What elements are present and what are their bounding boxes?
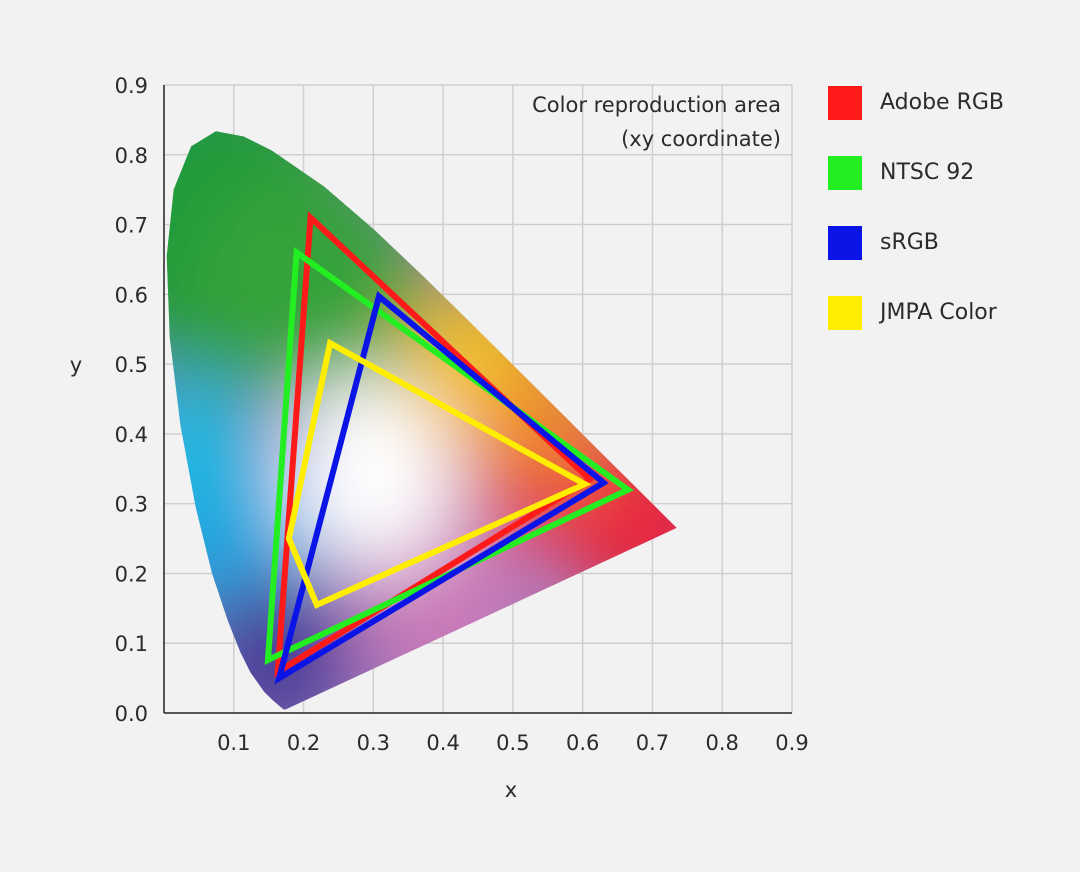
gamut-colors	[166, 131, 677, 710]
y-tick-label: 0.3	[115, 493, 148, 517]
x-tick-label: 0.1	[217, 731, 250, 755]
legend-item-jmpa-color: JMPA Color	[828, 295, 1004, 330]
y-tick-label: 0.6	[115, 283, 148, 307]
spectral-locus-gamut	[166, 131, 677, 710]
y-tick-label: 0.5	[115, 353, 148, 377]
y-axis-label: y	[70, 353, 82, 377]
x-tick-label: 0.6	[566, 731, 599, 755]
y-tick-label: 0.2	[115, 562, 148, 586]
x-tick-label: 0.4	[426, 731, 459, 755]
legend-swatch	[828, 295, 862, 330]
legend-item-adobe-rgb: Adobe RGB	[828, 85, 1004, 120]
legend-label: JMPA Color	[880, 300, 997, 325]
legend: Adobe RGB NTSC 92 sRGB JMPA Color	[828, 85, 1004, 365]
legend-item-srgb: sRGB	[828, 225, 1004, 260]
gamut-color-blob	[299, 373, 420, 494]
x-tick-label: 0.9	[775, 731, 808, 755]
gamut-triangle-srgb	[274, 291, 609, 685]
legend-swatch	[828, 85, 862, 120]
y-tick-label: 0.7	[115, 214, 148, 238]
y-tick-label: 0.1	[115, 632, 148, 656]
series-layer	[264, 211, 634, 685]
legend-label: NTSC 92	[880, 160, 975, 185]
gamut-triangle-jmpa-color	[285, 338, 592, 609]
y-tick-label: 0.8	[115, 144, 148, 168]
tick-labels: 0.1 0.2 0.3 0.4 0.5 0.6 0.7 0.8 0.9 0.0 0.1 0.2 0.3 0…	[115, 74, 809, 755]
annotation-line-1: Color reproduction area	[532, 93, 781, 117]
legend-label: sRGB	[880, 230, 939, 255]
legend-swatch	[828, 155, 862, 190]
y-tick-label: 0.9	[115, 74, 148, 98]
x-tick-label: 0.8	[706, 731, 739, 755]
legend-item-ntsc-92: NTSC 92	[828, 155, 1004, 190]
axes	[163, 85, 792, 714]
y-tick-label: 0.0	[115, 702, 148, 726]
y-tick-label: 0.4	[115, 423, 148, 447]
x-tick-label: 0.5	[496, 731, 529, 755]
x-axis-label: x	[505, 778, 517, 802]
x-tick-label: 0.3	[357, 731, 390, 755]
x-tick-label: 0.7	[636, 731, 669, 755]
x-tick-label: 0.2	[287, 731, 320, 755]
legend-swatch	[828, 225, 862, 260]
legend-label: Adobe RGB	[880, 90, 1005, 115]
annotation-line-2: (xy coordinate)	[621, 127, 781, 151]
gamut-triangle-adobe-rgb	[274, 211, 595, 678]
